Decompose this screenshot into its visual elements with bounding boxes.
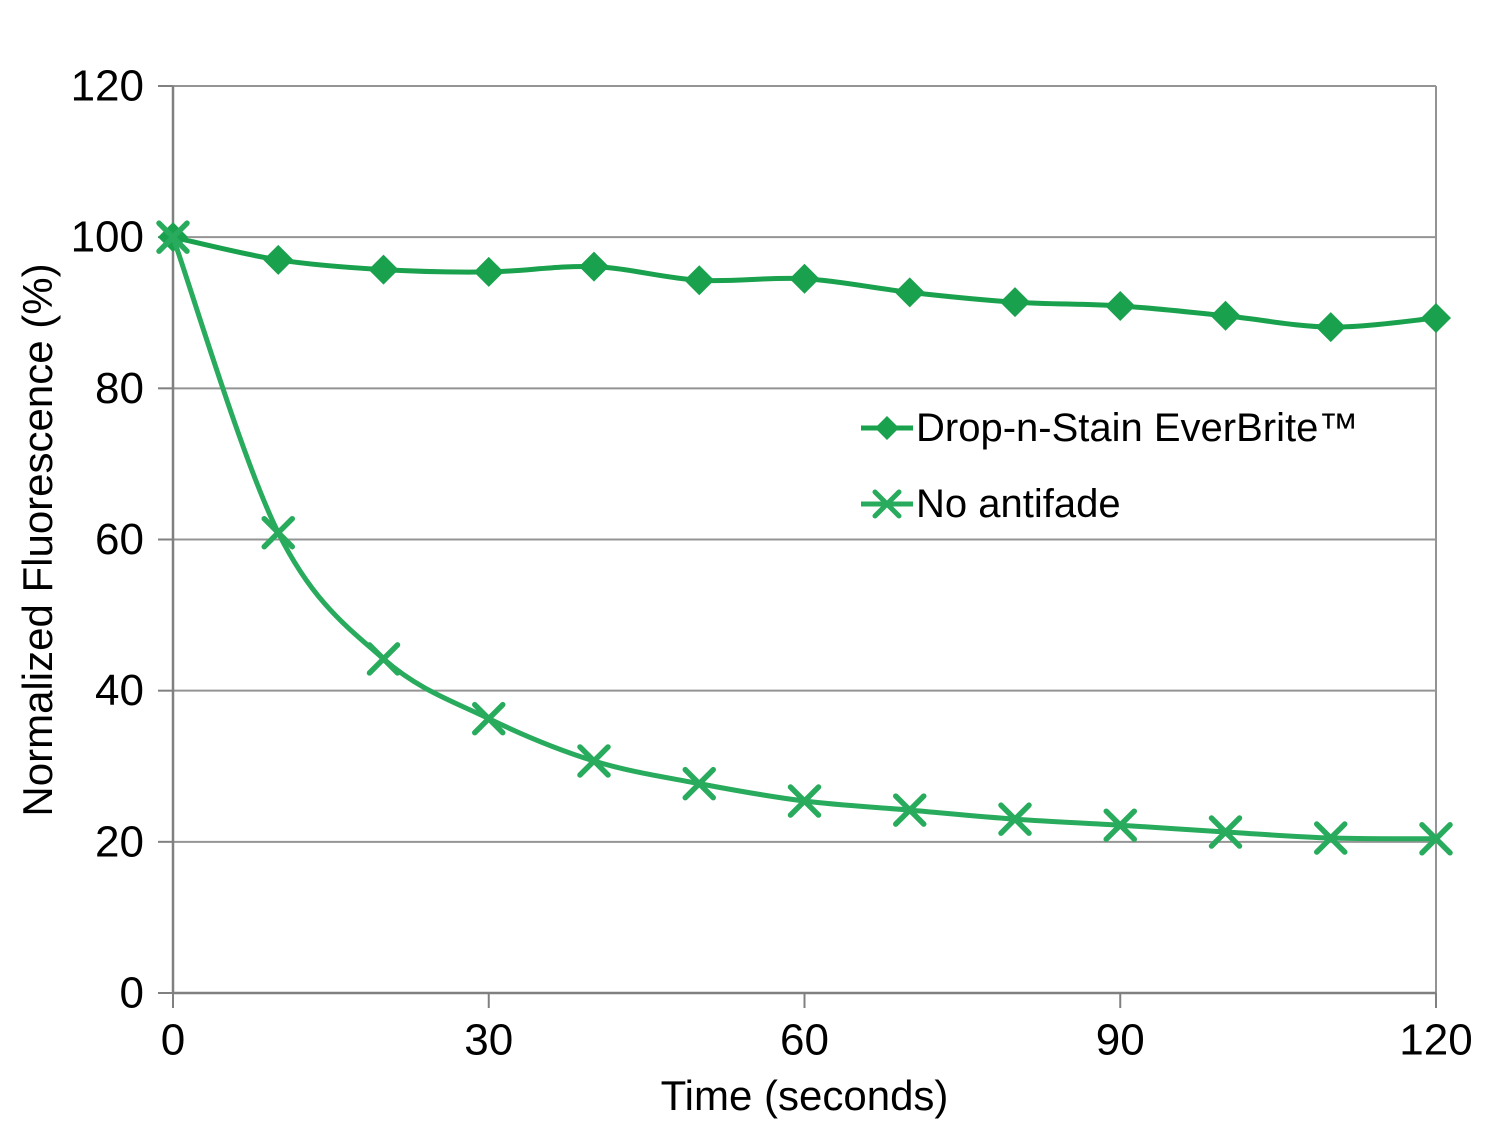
data-point-0-12 (1421, 303, 1451, 334)
y-tick-label-100: 100 (71, 213, 144, 262)
data-point-1-6 (787, 784, 822, 818)
data-point-0-11 (1315, 312, 1346, 343)
legend-label-everbrite: Drop-n-Stain EverBrite™ (916, 405, 1359, 450)
x-axis-title: Time (seconds) (660, 1072, 949, 1119)
legend-diamond-glyph (875, 416, 899, 440)
data-point-1-4 (577, 744, 611, 778)
y-tick-label-60: 60 (95, 515, 144, 564)
data-point-0-7 (894, 277, 925, 308)
data-point-1-11 (1314, 821, 1348, 855)
data-point-0-9 (1105, 290, 1136, 321)
data-point-0-10 (1210, 300, 1241, 331)
y-axis-title: Normalized Fluorescence (%) (14, 263, 61, 817)
data-point-1-7 (893, 793, 927, 827)
data-point-0-8 (1000, 287, 1030, 318)
data-point-0-5 (684, 265, 715, 296)
data-point-0-4 (579, 251, 609, 282)
y-tick-label-20: 20 (95, 817, 144, 866)
diamond-marker-icon (861, 416, 913, 440)
data-point-0-1 (263, 244, 294, 275)
x-marker-icon (861, 489, 913, 519)
series-0 (158, 222, 1451, 343)
data-point-1-1 (261, 515, 295, 550)
data-point-1-10 (1208, 815, 1243, 849)
data-point-0-6 (789, 263, 820, 294)
data-point-0-2 (368, 254, 399, 285)
x-tick-label-30: 30 (464, 1016, 513, 1065)
data-point-0-3 (473, 256, 504, 287)
data-point-1-2 (366, 642, 401, 676)
x-tick-label-90: 90 (1096, 1016, 1145, 1065)
y-tick-label-40: 40 (95, 666, 144, 715)
y-tick-label-120: 120 (71, 62, 144, 111)
legend-item-no-antifade: No antifade (860, 480, 1358, 528)
data-point-1-9 (1103, 808, 1137, 842)
data-point-1-3 (472, 701, 506, 736)
data-point-1-0 (156, 220, 190, 254)
data-point-1-12 (1419, 822, 1453, 856)
legend-item-everbrite: Drop-n-Stain EverBrite™ (860, 404, 1358, 452)
x-tick-label-60: 60 (780, 1016, 829, 1065)
series-1 (156, 220, 1453, 856)
data-point-1-5 (682, 766, 716, 801)
data-point-1-8 (998, 802, 1032, 836)
series-line-1 (170, 236, 1437, 842)
legend: Drop-n-Stain EverBrite™ No antifade (860, 404, 1358, 556)
x-tick-label-0: 0 (161, 1016, 185, 1065)
legend-x-glyph (872, 489, 902, 519)
y-tick-label-80: 80 (95, 364, 144, 413)
y-tick-label-0: 0 (120, 969, 144, 1018)
x-tick-label-120: 120 (1399, 1016, 1472, 1065)
legend-label-no-antifade: No antifade (916, 481, 1121, 526)
